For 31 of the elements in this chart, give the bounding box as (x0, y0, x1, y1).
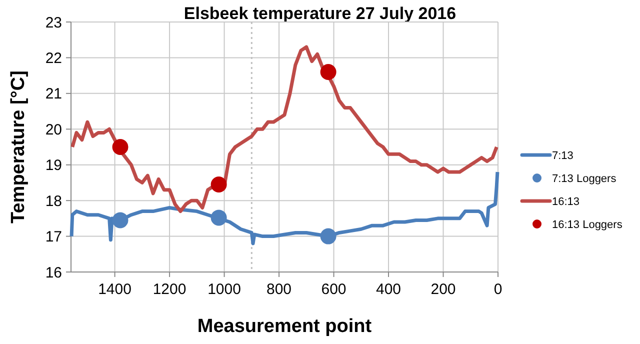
y-tick-label: 20 (45, 121, 62, 138)
y-tick-label: 18 (45, 192, 62, 210)
y-tick-label: 16 (45, 264, 62, 282)
y-tick-label: 17 (45, 228, 62, 246)
chart-title: Elsbeek temperature 27 July 2016 (184, 4, 456, 23)
x-tick-label: 0 (494, 281, 502, 298)
y-tick-label: 23 (45, 14, 62, 32)
y-tick-label: 22 (45, 50, 62, 67)
x-tick-label: 400 (376, 281, 402, 298)
legend-label: 16:13 Loggers (552, 218, 623, 231)
point (112, 212, 128, 228)
x-axis-title: Measurement point (197, 316, 372, 337)
y-tick-label: 19 (45, 157, 62, 174)
point (320, 228, 336, 244)
x-tick-label: 1400 (98, 281, 132, 298)
point (112, 139, 128, 155)
point (210, 176, 227, 192)
line-series (70, 170, 500, 246)
point (320, 64, 336, 80)
x-tick-label: 1200 (152, 281, 186, 298)
legend-label: 16:13 (552, 196, 580, 208)
legend-label: 7:13 Loggers (552, 172, 617, 185)
x-tick-label: 1000 (208, 281, 241, 298)
legend-label: 7:13 (552, 150, 574, 162)
y-axis-title: Temperature [°C] (8, 70, 29, 224)
point (210, 210, 227, 226)
x-tick-label: 600 (321, 281, 346, 298)
x-tick-label: 200 (430, 281, 456, 298)
y-tick-label: 21 (45, 86, 62, 103)
x-tick-label: 800 (266, 281, 292, 298)
line-series (70, 45, 498, 214)
